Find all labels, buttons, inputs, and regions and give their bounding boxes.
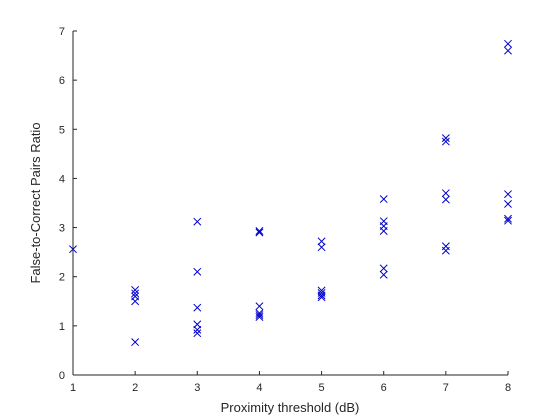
x-tick-label: 7 (443, 382, 449, 394)
y-axis-label: False-to-Correct Pairs Ratio (28, 122, 43, 283)
x-tick-label: 3 (194, 382, 200, 394)
x-tick-label: 2 (132, 382, 138, 394)
x-tick-label: 6 (381, 382, 387, 394)
y-tick-label: 6 (59, 75, 65, 87)
y-tick-label: 2 (59, 272, 65, 284)
y-tick-label: 1 (59, 321, 65, 333)
y-tick-label: 4 (59, 173, 65, 185)
y-tick-label: 0 (59, 370, 65, 382)
x-axis-label: Proximity threshold (dB) (221, 400, 360, 415)
x-tick-label: 8 (505, 382, 511, 394)
x-tick-label: 1 (70, 382, 76, 394)
y-tick-label: 7 (59, 26, 65, 38)
y-tick-label: 5 (59, 124, 65, 136)
y-tick-label: 3 (59, 223, 65, 235)
x-tick-label: 4 (256, 382, 262, 394)
x-tick-label: 5 (319, 382, 325, 394)
